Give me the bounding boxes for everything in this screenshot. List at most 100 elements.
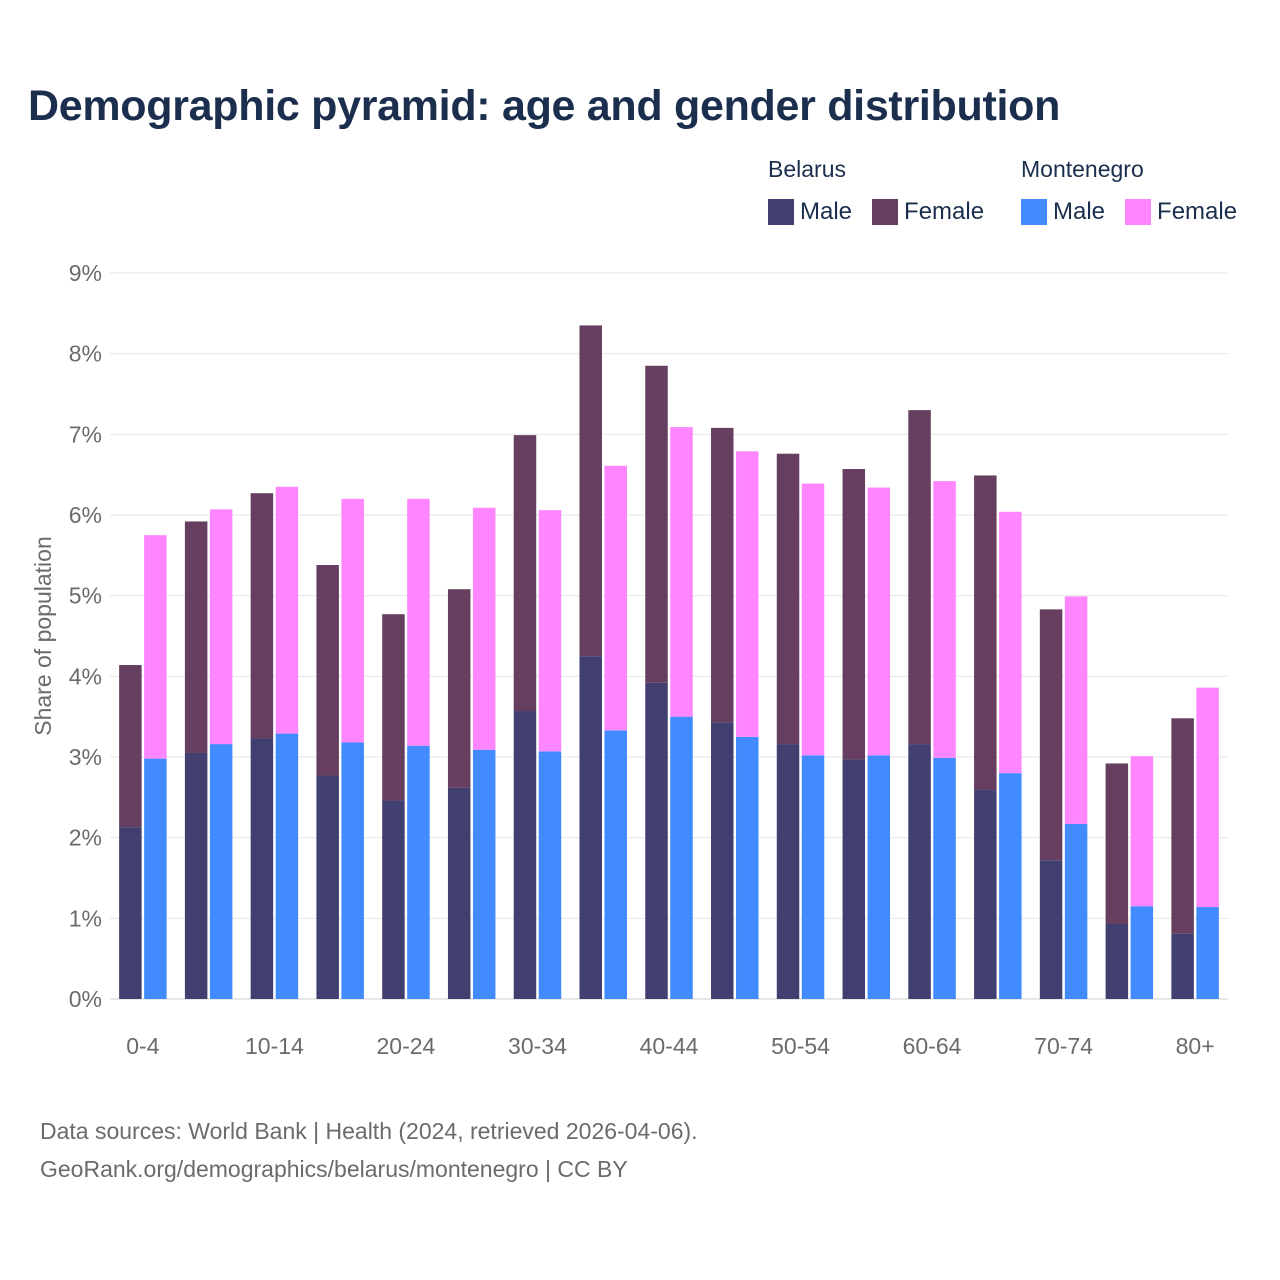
x-tick-label: 10-14 xyxy=(245,1033,304,1059)
bar-montenegro-female[interactable] xyxy=(933,481,956,758)
chart-title: Demographic pyramid: age and gender dist… xyxy=(28,82,1061,130)
bar-montenegro-male[interactable] xyxy=(472,749,496,999)
bar-montenegro-female[interactable] xyxy=(538,510,562,752)
bar-montenegro-male[interactable] xyxy=(999,773,1022,999)
bar-belarus-male[interactable] xyxy=(974,790,997,999)
y-tick-label: 4% xyxy=(69,663,102,689)
bar-belarus-male[interactable] xyxy=(579,656,602,999)
bar-montenegro-female[interactable] xyxy=(144,535,167,759)
bar-montenegro-male[interactable] xyxy=(341,742,364,999)
bar-belarus-female[interactable] xyxy=(1039,609,1063,861)
footer-link[interactable]: GeoRank.org/demographics/belarus/montene… xyxy=(40,1156,628,1182)
y-axis-label: Share of population xyxy=(30,536,56,736)
bar-montenegro-female[interactable] xyxy=(1064,596,1088,824)
legend-item-montenegro-female[interactable]: Female xyxy=(1125,198,1237,226)
bar-belarus-female[interactable] xyxy=(645,365,668,683)
bar-belarus-female[interactable] xyxy=(579,325,602,657)
legend-swatch xyxy=(1021,199,1047,225)
bar-montenegro-female[interactable] xyxy=(341,498,364,743)
bar-belarus-female[interactable] xyxy=(908,410,931,745)
bar-montenegro-male[interactable] xyxy=(736,736,759,999)
bar-montenegro-female[interactable] xyxy=(407,498,430,746)
bar-montenegro-male[interactable] xyxy=(1196,907,1219,999)
x-axis-ticks: 0-4 10-14 20-24 30-34 40-44 50-54 60-64 70-74 80… xyxy=(126,1033,1214,1059)
bar-montenegro-male[interactable] xyxy=(538,751,562,999)
bar-belarus-male[interactable] xyxy=(447,787,471,999)
bar-belarus-male[interactable] xyxy=(1039,860,1063,999)
bar-belarus-female[interactable] xyxy=(447,589,471,788)
bar-montenegro-female[interactable] xyxy=(1130,756,1154,907)
bar-montenegro-male[interactable] xyxy=(209,744,233,999)
bar-montenegro-male[interactable] xyxy=(604,730,627,999)
bar-belarus-female[interactable] xyxy=(119,665,142,828)
bar-belarus-female[interactable] xyxy=(776,453,800,745)
bar-belarus-male[interactable] xyxy=(776,744,800,999)
bar-belarus-male[interactable] xyxy=(119,827,142,999)
bar-belarus-female[interactable] xyxy=(250,493,274,739)
bar-belarus-male[interactable] xyxy=(513,711,537,999)
y-tick-label: 7% xyxy=(69,421,102,447)
bar-belarus-male[interactable] xyxy=(250,738,274,999)
bar-belarus-female[interactable] xyxy=(711,427,734,723)
bar-montenegro-male[interactable] xyxy=(933,757,956,999)
bar-belarus-male[interactable] xyxy=(316,775,339,999)
legend-label: Female xyxy=(1157,198,1238,225)
x-tick-label: 0-4 xyxy=(126,1033,159,1059)
x-tick-label: 20-24 xyxy=(377,1033,436,1059)
bar-montenegro-male[interactable] xyxy=(670,716,693,999)
bar-belarus-male[interactable] xyxy=(908,744,931,999)
bar-montenegro-male[interactable] xyxy=(1064,823,1088,999)
bar-belarus-male[interactable] xyxy=(1105,923,1129,999)
bar-belarus-male[interactable] xyxy=(711,722,734,999)
legend-label: Female xyxy=(904,198,985,225)
bar-belarus-female[interactable] xyxy=(1105,763,1129,924)
bar-belarus-female[interactable] xyxy=(842,469,866,760)
bar-belarus-male[interactable] xyxy=(645,682,668,999)
bar-montenegro-female[interactable] xyxy=(801,483,825,756)
legend-group-montenegro: Montenegro Male Female xyxy=(1021,156,1237,226)
footer-source: Data sources: World Bank | Health (2024,… xyxy=(40,1118,698,1144)
legend-item-montenegro-male[interactable]: Male xyxy=(1021,198,1105,226)
bar-belarus-female[interactable] xyxy=(382,614,405,801)
legend-group-belarus: Belarus Male Female xyxy=(768,156,984,226)
bar-montenegro-male[interactable] xyxy=(1130,906,1154,999)
bar-belarus-female[interactable] xyxy=(316,565,339,776)
y-tick-label: 2% xyxy=(69,825,102,851)
bar-montenegro-male[interactable] xyxy=(275,733,299,999)
bar-montenegro-male[interactable] xyxy=(867,755,891,999)
bar-montenegro-female[interactable] xyxy=(736,451,759,737)
bar-belarus-male[interactable] xyxy=(1171,933,1194,999)
legend-swatch xyxy=(1125,199,1152,225)
bar-belarus-male[interactable] xyxy=(184,752,208,999)
bar-montenegro-male[interactable] xyxy=(144,758,167,999)
bar-montenegro-male[interactable] xyxy=(801,755,825,999)
bar-montenegro-female[interactable] xyxy=(275,486,299,734)
bar-belarus-male[interactable] xyxy=(842,759,866,999)
bar-montenegro-male[interactable] xyxy=(407,745,430,999)
bar-belarus-female[interactable] xyxy=(1171,718,1194,934)
bar-montenegro-female[interactable] xyxy=(604,465,627,731)
bar-montenegro-female[interactable] xyxy=(209,509,233,745)
x-tick-label: 80+ xyxy=(1176,1033,1215,1059)
legend-group-title: Montenegro xyxy=(1021,156,1144,182)
bar-belarus-male[interactable] xyxy=(382,800,405,999)
bar-belarus-female[interactable] xyxy=(184,521,208,753)
y-tick-label: 8% xyxy=(69,341,102,367)
bar-montenegro-female[interactable] xyxy=(867,487,891,756)
legend-swatch xyxy=(872,199,899,225)
bar-montenegro-female[interactable] xyxy=(472,507,496,750)
x-tick-label: 30-34 xyxy=(508,1033,567,1059)
bar-belarus-female[interactable] xyxy=(974,475,997,791)
x-tick-label: 70-74 xyxy=(1034,1033,1093,1059)
legend-item-belarus-male[interactable]: Male xyxy=(768,198,852,226)
legend-label: Male xyxy=(800,198,853,225)
legend-item-belarus-female[interactable]: Female xyxy=(872,198,984,226)
bar-montenegro-female[interactable] xyxy=(1196,687,1219,908)
bar-montenegro-female[interactable] xyxy=(999,511,1022,774)
bar-montenegro-female[interactable] xyxy=(670,427,693,717)
y-tick-label: 6% xyxy=(69,502,102,528)
bars xyxy=(119,325,1219,999)
bar-belarus-female[interactable] xyxy=(513,435,537,712)
legend-label: Male xyxy=(1053,198,1106,225)
